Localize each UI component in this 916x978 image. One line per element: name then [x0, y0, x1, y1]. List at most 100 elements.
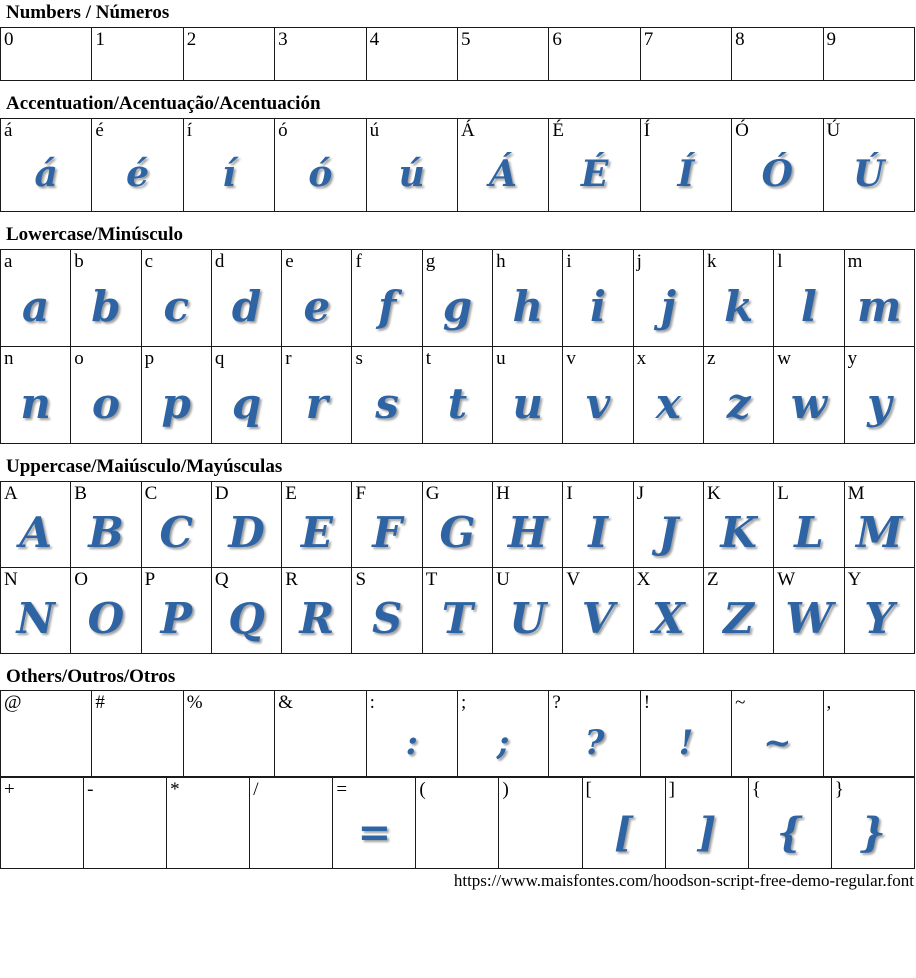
char-label: 7: [643, 28, 654, 50]
glyph-cell: 4: [365, 26, 458, 81]
script-glyph: u: [512, 379, 543, 429]
script-glyph: Y: [864, 594, 895, 644]
glyph-cell-content: 5: [458, 28, 547, 79]
char-label: E: [285, 482, 297, 504]
glyph-cell: +: [0, 777, 85, 870]
glyph-cell-content: {{: [749, 779, 830, 868]
glyph-cell-content: *: [168, 779, 249, 868]
script-glyph: Í: [677, 153, 695, 196]
script-glyph: l: [800, 282, 817, 332]
script-glyph: J: [658, 508, 679, 558]
script-glyph: p: [161, 379, 191, 429]
script-glyph: [: [614, 808, 634, 856]
char-label: a: [4, 250, 13, 272]
script-glyph: f: [378, 282, 397, 332]
char-label: z: [706, 347, 716, 369]
char-label: o: [74, 347, 84, 369]
char-label: f: [355, 250, 362, 272]
script-glyph: !: [678, 723, 694, 764]
table-row: @ #% &::;;??!! ~ ~,: [0, 690, 916, 778]
glyph-cell-content: 3: [276, 28, 365, 79]
char-label: h: [496, 250, 506, 272]
script-glyph: o: [91, 379, 120, 429]
char-label: +: [4, 779, 15, 801]
char-label: j: [636, 250, 642, 272]
char-label: V: [566, 568, 581, 590]
script-glyph: m: [857, 282, 902, 332]
char-label: Ú: [826, 119, 841, 141]
glyph-cell-content: 9: [824, 28, 913, 80]
script-glyph: M: [856, 508, 903, 558]
glyph-cell-content: 2: [184, 28, 273, 79]
script-glyph: K: [720, 508, 757, 558]
section-title-uppercase: Uppercase/Maiúsculo/Mayúsculas: [6, 455, 283, 477]
char-label: n: [4, 347, 14, 369]
glyph-cell: -: [83, 777, 168, 870]
script-glyph: =: [357, 808, 392, 856]
section-others: Others/Outros/Otros @ #% &::;;??!! ~ ~, + - * / =…: [0, 666, 916, 870]
char-label: T: [425, 568, 438, 590]
script-glyph: D: [228, 508, 265, 558]
script-glyph: U: [509, 594, 547, 644]
script-glyph: a: [22, 282, 50, 332]
glyph-cell-content: ]]: [666, 779, 747, 868]
script-glyph: }: [860, 808, 886, 856]
char-label: e: [285, 250, 294, 272]
char-label: O: [74, 568, 89, 590]
glyph-cell: 3: [274, 26, 367, 81]
glyph-cell-content: ::: [367, 692, 456, 776]
script-glyph: N: [16, 594, 55, 644]
char-label: N: [4, 568, 18, 590]
char-label: {: [751, 779, 761, 801]
script-glyph: ]: [697, 808, 717, 856]
script-glyph: [824, 51, 913, 80]
section-title-numbers: Numbers / Números: [6, 2, 170, 23]
script-glyph: A: [19, 508, 52, 558]
glyph-cell: = =: [332, 777, 417, 870]
script-glyph: X: [652, 594, 685, 644]
glyph-table-others-0: @ #% &::;;??!! ~ ~,: [0, 690, 916, 778]
script-glyph: {: [776, 808, 803, 856]
char-label: 1: [95, 28, 105, 50]
char-label: H: [496, 482, 510, 504]
glyph-table-numbers-0: 0 1 2 3 4 5 6 7 8 9: [0, 26, 916, 81]
script-glyph: [500, 801, 581, 868]
script-glyph: í: [222, 153, 236, 196]
glyph-cell-content: 0: [2, 28, 91, 79]
script-glyph: w: [790, 379, 827, 429]
glyph-cell: (: [415, 777, 500, 870]
glyph-cell: *: [166, 777, 251, 870]
script-glyph: ó: [308, 153, 333, 196]
char-label: -: [87, 779, 94, 801]
glyph-cell-content: 6: [550, 28, 639, 79]
char-label: v: [566, 347, 576, 369]
